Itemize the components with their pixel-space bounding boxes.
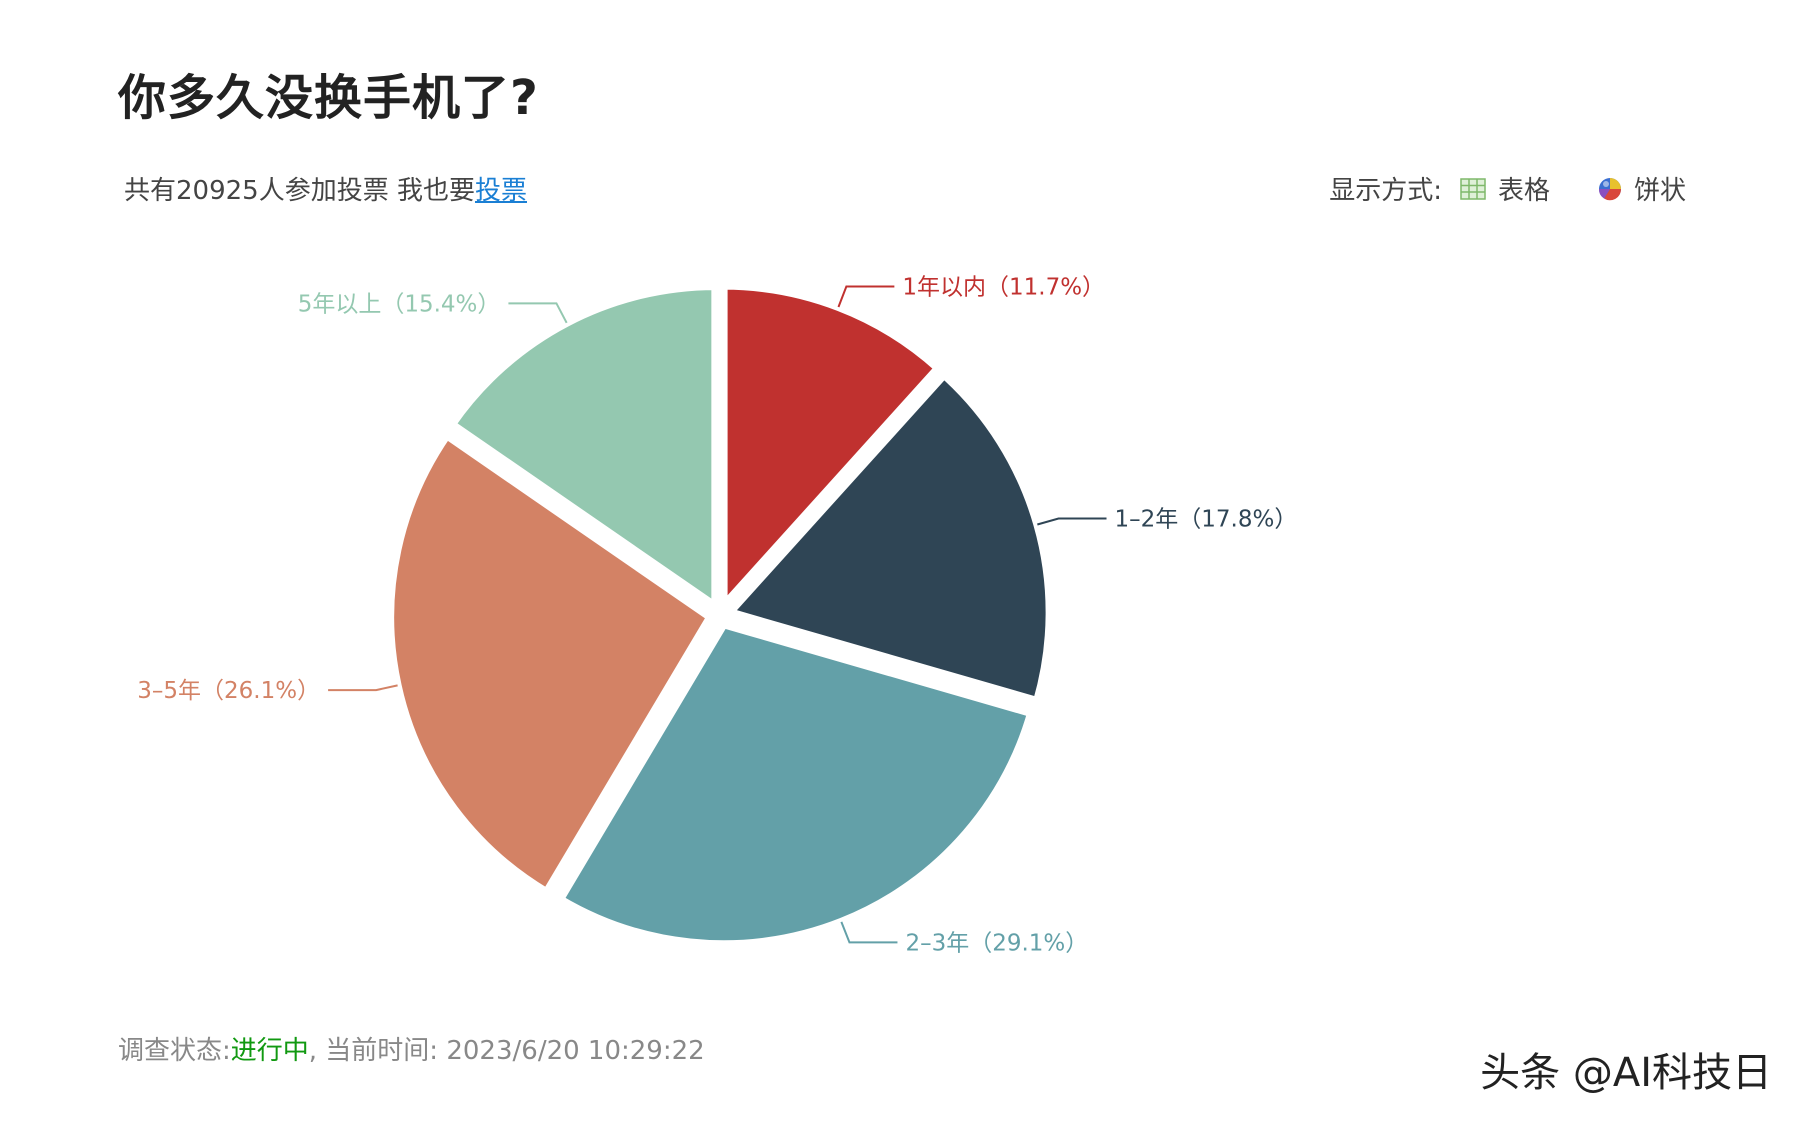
pie-leader-line-4 [328, 684, 398, 692]
display-mode-table-option[interactable]: 表格 [1460, 170, 1550, 207]
pie-slice-label-5: 5年以上（15.4%） [298, 291, 501, 317]
vote-summary: 共有20925人参加投票 我也要投票 [124, 170, 527, 207]
time-label: , 当前时间: [308, 1036, 439, 1066]
survey-footer: 调查状态:进行中, 当前时间: 2023/6/20 10:29:22 [118, 1030, 705, 1067]
pie-ball-icon [1598, 177, 1621, 200]
pie-slice-label-4: 3–5年（26.1%） [137, 678, 320, 704]
status-value: 进行中 [230, 1036, 309, 1066]
pie-slice-label-3: 2–3年（29.1%） [905, 930, 1088, 956]
display-mode-switch: 显示方式: 表格 饼状 [1329, 170, 1686, 207]
display-mode-pie-option[interactable]: 饼状 [1598, 170, 1686, 207]
pie-leader-line-2 [1037, 517, 1107, 526]
vote-link[interactable]: 投票 [474, 176, 527, 206]
pie-slice-label-2: 1–2年（17.8%） [1115, 506, 1298, 532]
pie-slice-1[interactable] [719, 281, 943, 610]
table-grid-icon [1460, 177, 1486, 200]
vote-count-text: 共有20925人参加投票 我也要 [124, 176, 475, 206]
watermark: 头条 @AI科技日 [1480, 1050, 1772, 1096]
page-title: 你多久没换手机了? [118, 70, 539, 126]
pie-leader-line-1 [837, 285, 895, 308]
pie-leader-line-5 [508, 302, 568, 324]
status-label: 调查状态: [118, 1036, 231, 1066]
display-mode-label: 显示方式: [1329, 176, 1442, 206]
display-mode-pie-label: 饼状 [1633, 176, 1686, 206]
display-mode-table-label: 表格 [1497, 176, 1550, 206]
pie-slice-label-1: 1年以内（11.7%） [902, 274, 1105, 300]
pie-slice-5[interactable] [447, 282, 720, 611]
pie-leader-line-3 [840, 921, 898, 944]
current-time: 2023/6/20 10:29:22 [446, 1036, 705, 1066]
